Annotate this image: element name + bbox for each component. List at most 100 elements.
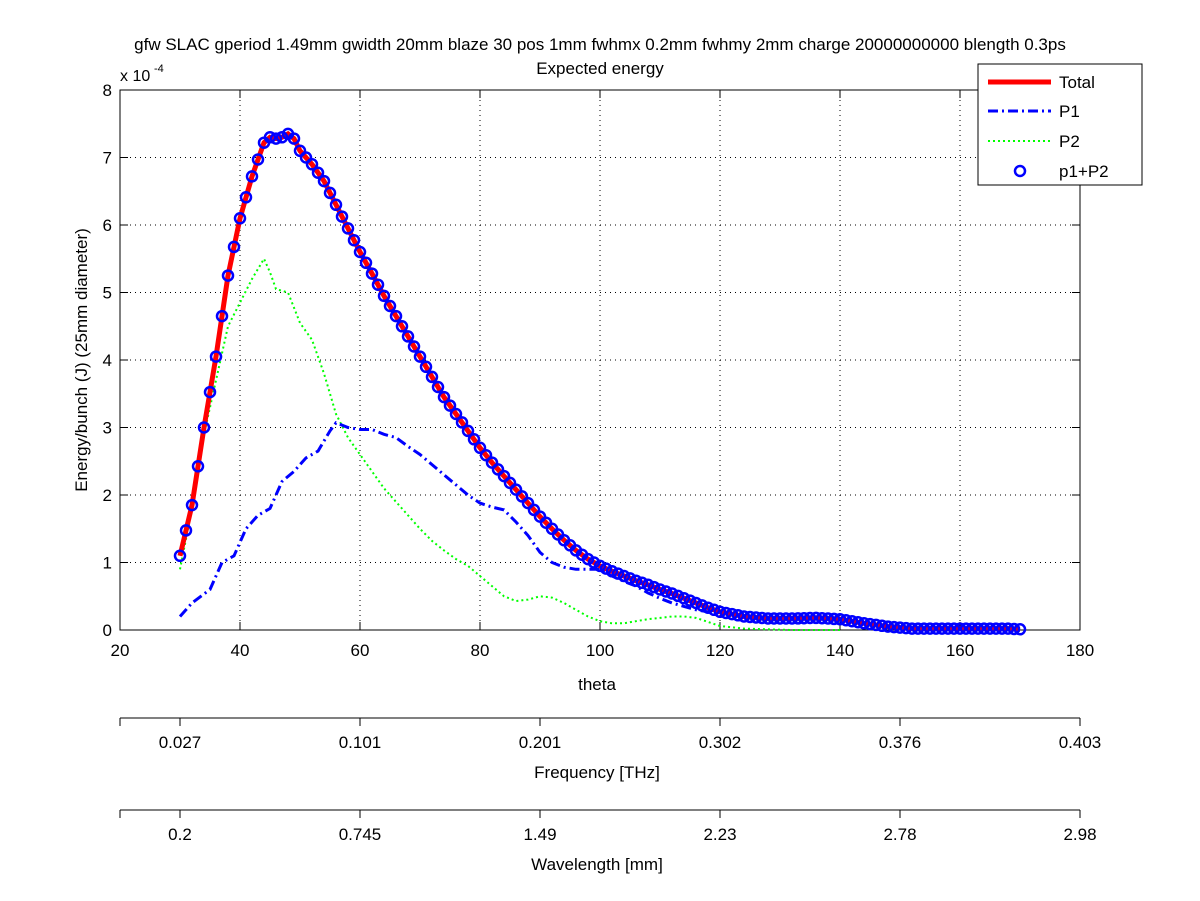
y-tick-label: 1	[103, 554, 112, 573]
series-marker-p1-p2	[311, 166, 325, 179]
series-marker-p1-p2	[521, 496, 535, 510]
series-marker-p1-p2	[815, 611, 829, 625]
y-tick-label: 5	[103, 284, 112, 303]
secondary-axis-tick-label: 1.49	[523, 825, 556, 844]
y-tick-label: 8	[103, 81, 112, 100]
series-marker-p1-p2	[947, 622, 961, 635]
series-line-p2	[179, 256, 840, 631]
series-marker-p1-p2	[959, 622, 973, 635]
series-marker-p1-p2	[359, 256, 373, 270]
series-marker-p1-p2	[215, 309, 229, 323]
series-marker-p1-p2	[635, 576, 649, 590]
series-marker-p1-p2	[341, 222, 355, 235]
x-axis-label: theta	[578, 675, 616, 694]
series-marker-p1-p2	[785, 612, 799, 625]
series-marker-p1-p2	[827, 612, 841, 626]
series-marker-p1-p2	[713, 605, 727, 619]
series-marker-p1-p2	[767, 612, 781, 625]
y-axis-label: Energy/bunch (J) (25mm diameter)	[72, 228, 91, 492]
x-tick-label: 160	[946, 641, 974, 660]
legend-label: P1	[1059, 102, 1080, 121]
series-marker-p1-p2	[989, 622, 1003, 635]
series-marker-p1-p2	[617, 569, 631, 583]
series-marker-p1-p2	[497, 469, 511, 483]
series-marker-p1-p2	[197, 421, 211, 434]
series-marker-p1-p2	[773, 612, 787, 625]
series-marker-p1-p2	[803, 611, 817, 625]
series-marker-p1-p2	[395, 320, 409, 333]
series-marker-p1-p2	[461, 424, 475, 438]
series-marker-p1-p2	[611, 567, 625, 580]
series-marker-p1-p2	[677, 592, 691, 605]
series-marker-p1-p2	[665, 587, 679, 600]
series-marker-p1-p2	[731, 609, 745, 622]
secondary-axis-tick-label: 0.2	[168, 825, 192, 844]
series-marker-p1-p2	[353, 245, 367, 259]
chart-title: gfw SLAC gperiod 1.49mm gwidth 20mm blaz…	[134, 35, 1066, 54]
legend-swatch-p1-p2	[1013, 164, 1027, 178]
series-marker-p1-p2	[647, 580, 661, 594]
secondary-axis-tick-label: 0.027	[159, 733, 202, 752]
series-marker-p1-p2	[929, 622, 943, 635]
x-tick-label: 20	[111, 641, 130, 660]
series-marker-p1-p2	[239, 191, 253, 204]
series-marker-p1-p2	[941, 622, 955, 635]
x-tick-label: 40	[231, 641, 250, 660]
secondary-axis-tick-label: 0.376	[879, 733, 922, 752]
x-tick-label: 180	[1066, 641, 1094, 660]
series-marker-p1-p2	[755, 611, 769, 625]
series-marker-p1-p2	[467, 433, 481, 446]
series-marker-p1-p2	[479, 448, 493, 462]
series-marker-p1-p2	[383, 299, 397, 313]
series-marker-p1-p2	[329, 198, 343, 212]
series-marker-p1-p2	[881, 620, 895, 633]
y-tick-label: 7	[103, 149, 112, 168]
series-marker-p1-p2	[287, 132, 301, 145]
series-marker-p1-p2	[203, 385, 217, 399]
series-marker-p1-p2	[245, 170, 259, 183]
series-marker-p1-p2	[623, 572, 637, 585]
series-marker-p1-p2	[305, 158, 319, 171]
grid	[120, 90, 1080, 630]
y-tick-label: 4	[103, 351, 112, 370]
series-marker-p1-p2	[443, 399, 457, 412]
series-marker-p1-p2	[809, 611, 823, 625]
series-marker-p1-p2	[761, 612, 775, 625]
secondary-axis-tick-label: 2.23	[703, 825, 736, 844]
x-tick-label: 140	[826, 641, 854, 660]
secondary-axis-tick-label: 2.78	[883, 825, 916, 844]
series-marker-p1-p2	[179, 524, 193, 537]
series-line-p1	[178, 420, 709, 618]
series-marker-p1-p2	[317, 174, 331, 188]
series-marker-p1-p2	[845, 614, 859, 628]
series-marker-p1-p2	[1001, 622, 1015, 635]
legend-label: P2	[1059, 132, 1080, 151]
series-marker-p1-p2	[185, 498, 199, 512]
series-marker-p1-p2	[839, 613, 853, 627]
series-marker-p1-p2	[857, 617, 871, 630]
series-marker-p1-p2	[995, 622, 1009, 635]
series-marker-p1-p2	[431, 380, 445, 394]
series-marker-p1-p2	[671, 589, 685, 603]
series-marker-p1-p2	[191, 460, 205, 473]
secondary-axis-tick-label: 0.101	[339, 733, 382, 752]
series-marker-p1-p2	[923, 622, 937, 635]
series-marker-p1-p2	[863, 617, 877, 631]
series-marker-p1-p2	[719, 606, 733, 620]
series-marker-p1-p2	[233, 212, 247, 225]
series-marker-p1-p2	[299, 151, 313, 164]
series-marker-p1-p2	[917, 622, 931, 635]
secondary-axis-label: Wavelength [mm]	[531, 855, 663, 874]
series-marker-p1-p2	[749, 611, 763, 624]
x-tick-label: 60	[351, 641, 370, 660]
legend: Total P1 P2 p1+P2	[977, 63, 1143, 186]
secondary-axis-tick-label: 0.201	[519, 733, 562, 752]
y-multiplier-exponent: -4	[154, 63, 164, 75]
series-marker-p1-p2	[641, 578, 655, 592]
legend-label: Total	[1059, 73, 1095, 92]
series-marker-p1-p2	[797, 611, 811, 625]
series-marker-p1-p2	[599, 562, 613, 575]
y-multiplier-base: x 10	[120, 68, 150, 85]
x-tick-label: 100	[586, 641, 614, 660]
series-marker-p1-p2	[209, 350, 223, 363]
